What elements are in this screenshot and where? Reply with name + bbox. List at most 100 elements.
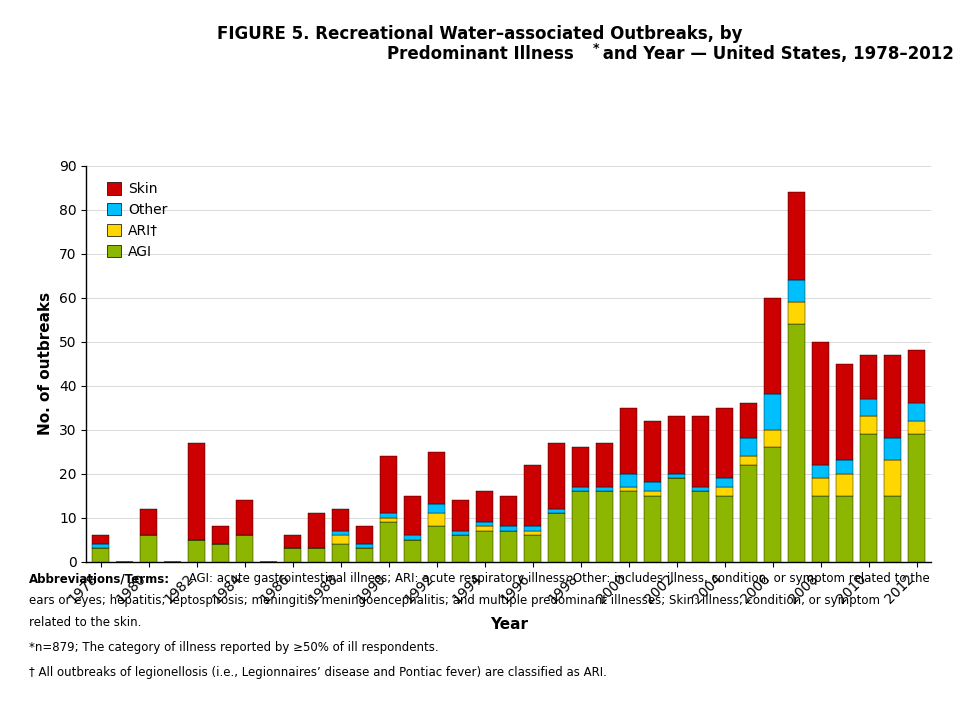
Bar <box>500 531 517 562</box>
X-axis label: Year: Year <box>490 618 528 632</box>
Bar <box>812 341 829 465</box>
Bar <box>308 513 325 549</box>
Bar <box>812 465 829 478</box>
Bar <box>860 416 877 434</box>
Bar <box>884 438 901 460</box>
Bar <box>236 500 253 535</box>
Bar <box>404 539 421 562</box>
Bar <box>620 491 637 562</box>
Bar <box>308 549 325 562</box>
Bar <box>836 495 853 562</box>
Bar <box>500 526 517 531</box>
Bar <box>236 535 253 562</box>
Bar <box>380 456 397 513</box>
Bar <box>908 420 925 434</box>
Bar <box>692 416 709 487</box>
Bar <box>716 495 733 562</box>
Bar <box>644 420 661 482</box>
Bar <box>500 495 517 526</box>
Bar <box>476 526 493 531</box>
Text: *n=879; The category of illness reported by ≥50% of ill respondents.: *n=879; The category of illness reported… <box>29 641 439 654</box>
Bar <box>692 487 709 491</box>
Bar <box>332 544 349 562</box>
Bar <box>476 531 493 562</box>
Legend: Skin, Other, ARI†, AGI: Skin, Other, ARI†, AGI <box>102 176 173 264</box>
Bar <box>620 408 637 474</box>
Bar <box>524 531 541 535</box>
Bar <box>788 192 805 280</box>
Text: Predominant Illness: Predominant Illness <box>387 45 573 63</box>
Bar <box>524 526 541 531</box>
Bar <box>620 487 637 491</box>
Bar <box>836 364 853 460</box>
Text: † All outbreaks of legionellosis (i.e., Legionnaires’ disease and Pontiac fever): † All outbreaks of legionellosis (i.e., … <box>29 666 607 679</box>
Bar <box>740 438 757 456</box>
Bar <box>548 443 565 509</box>
Bar <box>860 355 877 399</box>
Bar <box>860 434 877 562</box>
Bar <box>860 399 877 416</box>
Bar <box>788 324 805 562</box>
Bar <box>836 474 853 495</box>
Bar <box>548 509 565 513</box>
Text: AGI: acute gastrointestinal illness; ARI: acute respiratory illness; Other: incl: AGI: acute gastrointestinal illness; ARI… <box>185 572 930 585</box>
Bar <box>92 535 109 544</box>
Bar <box>764 395 781 430</box>
Bar <box>356 549 373 562</box>
Bar <box>92 544 109 549</box>
Bar <box>596 487 613 491</box>
Bar <box>380 513 397 518</box>
Text: FIGURE 5. Recreational Water–associated Outbreaks, by: FIGURE 5. Recreational Water–associated … <box>217 25 743 43</box>
Bar <box>764 297 781 395</box>
Text: Abbreviations/Terms:: Abbreviations/Terms: <box>29 572 170 585</box>
Bar <box>740 403 757 438</box>
Bar <box>716 408 733 478</box>
Bar <box>908 403 925 420</box>
Bar <box>668 474 685 478</box>
Bar <box>572 487 589 491</box>
Bar <box>356 544 373 549</box>
Y-axis label: No. of outbreaks: No. of outbreaks <box>38 292 54 435</box>
Bar <box>212 526 229 544</box>
Text: related to the skin.: related to the skin. <box>29 616 141 629</box>
Text: *: * <box>592 42 599 55</box>
Bar <box>644 482 661 491</box>
Bar <box>284 535 301 549</box>
Bar <box>788 280 805 302</box>
Bar <box>188 539 205 562</box>
Bar <box>548 513 565 562</box>
Bar <box>836 460 853 474</box>
Bar <box>332 535 349 544</box>
Bar <box>812 495 829 562</box>
Bar <box>644 491 661 495</box>
Bar <box>404 495 421 535</box>
Bar <box>332 509 349 531</box>
Bar <box>740 456 757 465</box>
Bar <box>404 535 421 539</box>
Bar <box>92 549 109 562</box>
Bar <box>668 416 685 474</box>
Bar <box>908 351 925 403</box>
Bar <box>452 500 469 531</box>
Bar <box>524 465 541 526</box>
Bar <box>884 495 901 562</box>
Bar <box>476 491 493 522</box>
Bar <box>380 522 397 562</box>
Bar <box>788 302 805 324</box>
Bar <box>620 474 637 487</box>
Bar <box>764 430 781 447</box>
Bar <box>884 355 901 438</box>
Bar <box>716 487 733 495</box>
Bar <box>596 443 613 487</box>
Bar <box>716 478 733 487</box>
Bar <box>332 531 349 535</box>
Bar <box>452 535 469 562</box>
Bar <box>212 544 229 562</box>
Bar <box>764 447 781 562</box>
Text: and Year — United States, 1978–2012: and Year — United States, 1978–2012 <box>597 45 954 63</box>
Bar <box>668 478 685 562</box>
Bar <box>692 491 709 562</box>
Bar <box>380 518 397 522</box>
Bar <box>428 505 445 513</box>
Bar <box>140 535 157 562</box>
